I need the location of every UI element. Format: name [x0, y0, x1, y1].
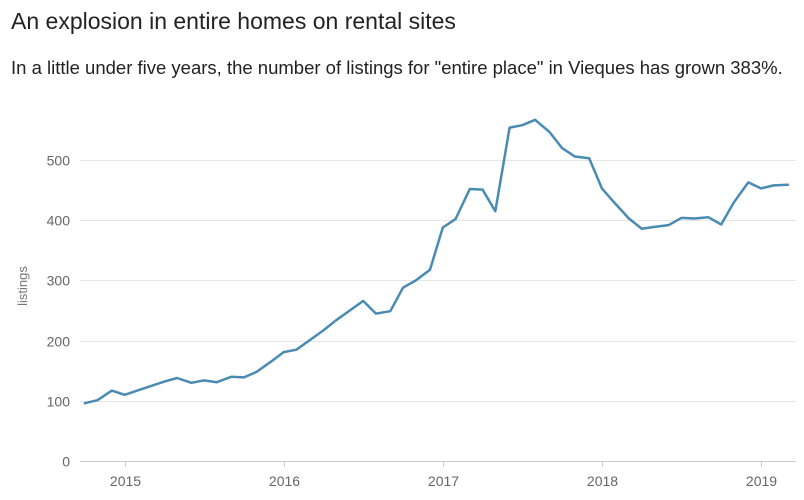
- x-tick-label: 2019: [746, 473, 777, 489]
- series-layer: [83, 118, 790, 405]
- gridlines: [80, 160, 796, 462]
- chart-subtitle: In a little under five years, the number…: [11, 57, 783, 78]
- chart-title: An explosion in entire homes on rental s…: [11, 8, 456, 34]
- x-tick-label: 2016: [269, 473, 300, 489]
- y-tick-label: 400: [47, 213, 71, 229]
- y-tick-label: 200: [47, 334, 71, 350]
- x-tick-label: 2017: [428, 473, 459, 489]
- x-tick-label: 2018: [587, 473, 618, 489]
- y-tick-label: 300: [47, 273, 71, 289]
- y-tick-label: 0: [62, 454, 70, 470]
- series-line: [83, 118, 790, 405]
- y-axis-title: listings: [15, 266, 30, 306]
- x-tick-label: 2015: [110, 473, 141, 489]
- y-tick-label: 100: [47, 394, 71, 410]
- y-tick-label: 500: [47, 153, 71, 169]
- axes: 0 100 200 300 400 500 2015 2016 2017 2018 2019: [47, 153, 778, 490]
